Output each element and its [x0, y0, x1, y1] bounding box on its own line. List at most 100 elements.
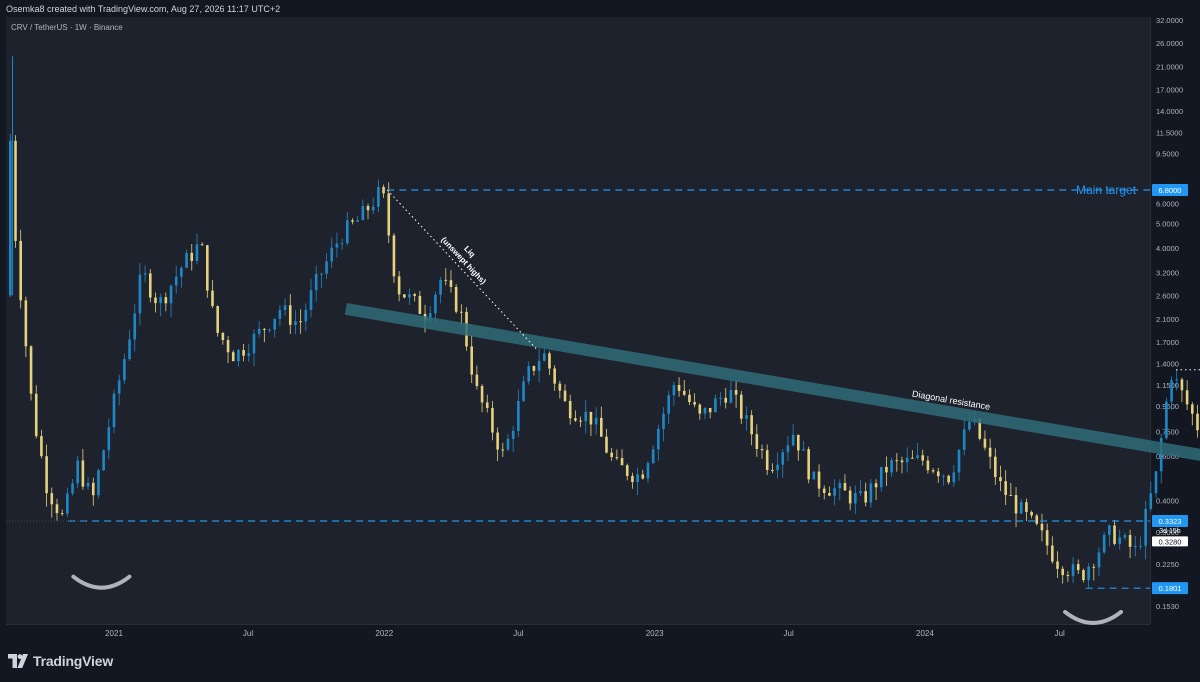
candle-body	[506, 438, 510, 450]
candle-body	[802, 449, 805, 451]
candle-body	[962, 429, 966, 450]
price-tick-label: 2.6000	[1156, 291, 1179, 300]
candle-body	[657, 428, 660, 450]
candle-body	[667, 395, 671, 414]
candle-body	[620, 458, 624, 466]
level-badge-text: 6.8000	[1159, 186, 1182, 195]
candle-body	[278, 310, 282, 319]
candle-body	[983, 438, 987, 448]
candle-body	[719, 397, 722, 399]
price-tick-label: 6.0000	[1156, 200, 1179, 209]
candle-body	[895, 460, 899, 462]
candle-body	[589, 411, 593, 425]
candle-body	[299, 321, 302, 323]
candle-body	[1061, 568, 1064, 576]
candle-body	[268, 329, 271, 331]
candle-body	[252, 333, 256, 354]
candle-body	[864, 491, 867, 503]
candle-body	[786, 445, 790, 453]
countdown-label: 3d 15h	[1159, 528, 1181, 535]
candle-body	[874, 483, 878, 488]
candle-body	[377, 186, 380, 207]
candle-body	[133, 313, 137, 340]
current-price-text: 0.3280	[1159, 537, 1182, 546]
candle-body	[1180, 379, 1184, 391]
price-tick-label: 3.2000	[1156, 269, 1179, 278]
candle-body	[1165, 401, 1168, 438]
candle-body	[900, 460, 904, 463]
candle-body	[491, 407, 494, 433]
candle-body	[501, 449, 505, 451]
footer-bar: TradingView	[0, 641, 1200, 682]
candle-body	[408, 294, 411, 298]
candle-body	[739, 394, 743, 419]
candle-body	[180, 267, 183, 277]
candle-body	[148, 273, 152, 298]
candle-body	[843, 483, 847, 491]
candle-body	[957, 449, 961, 473]
candle-body	[952, 472, 956, 483]
candle-body	[574, 418, 577, 421]
candle-body	[366, 205, 370, 211]
candle-body	[760, 448, 764, 451]
candle-body	[138, 274, 142, 314]
candle-body	[428, 313, 432, 321]
current-price-badge	[1152, 536, 1188, 547]
candle-body	[1175, 379, 1179, 381]
candle-body	[263, 328, 266, 330]
candle-body	[1045, 530, 1049, 546]
plot-area	[6, 17, 1150, 624]
candle-body	[340, 243, 344, 245]
candle-body	[50, 493, 54, 505]
symbol-label[interactable]: CRV / TetherUS · 1W · Binance	[11, 23, 123, 32]
time-tick-label: 2024	[916, 629, 934, 638]
candle-body	[1004, 481, 1007, 496]
time-tick-label: Jul	[1055, 629, 1065, 638]
candle-body	[548, 353, 551, 369]
candle-body	[128, 339, 131, 360]
candle-body	[714, 398, 717, 413]
candle-body	[434, 294, 437, 314]
candle-body	[164, 297, 168, 304]
price-tick-label: 0.2250	[1156, 560, 1179, 569]
price-tick-label: 1.7000	[1156, 338, 1179, 347]
candle-body	[822, 488, 826, 494]
tradingview-brand[interactable]: TradingView	[8, 653, 113, 669]
candle-body	[755, 434, 759, 449]
candle-body	[734, 389, 738, 395]
candle-body	[91, 482, 95, 496]
candle-body	[916, 455, 919, 459]
candle-body	[29, 346, 33, 394]
candle-body	[283, 305, 287, 311]
candle-body	[449, 280, 453, 287]
price-tick-label: 0.3000	[1156, 528, 1179, 537]
candle-body	[776, 464, 779, 471]
brand-name: TradingView	[33, 653, 114, 669]
candle-body	[1196, 413, 1199, 431]
price-tick-label: 11.5000	[1156, 128, 1183, 137]
price-tick-label: 4.0000	[1156, 244, 1179, 253]
candle-body	[413, 294, 416, 296]
candle-body	[838, 483, 842, 489]
time-tick-label: 2021	[105, 629, 123, 638]
level-badge	[1152, 184, 1188, 196]
candle-body	[40, 436, 43, 457]
candle-body	[24, 300, 28, 347]
price-axis: 32.0000 26.0000 21.0000 17.0000 14.0000 11.50…	[1156, 16, 1183, 611]
candle-body	[672, 384, 676, 396]
price-tick-label: 21.0000	[1156, 62, 1183, 71]
candle-body	[537, 360, 541, 371]
candle-body	[345, 220, 349, 244]
candle-body	[361, 205, 365, 221]
candle-body	[636, 474, 639, 483]
candle-body	[942, 475, 945, 477]
level-badge	[1152, 582, 1188, 595]
candle-body	[1087, 566, 1090, 581]
candle-body	[729, 389, 733, 403]
time-tick-label: Jul	[513, 629, 523, 638]
price-tick-label: 9.5000	[1156, 149, 1179, 158]
candle-body	[206, 245, 209, 291]
candle-body	[55, 504, 59, 514]
candle-body	[174, 276, 178, 286]
